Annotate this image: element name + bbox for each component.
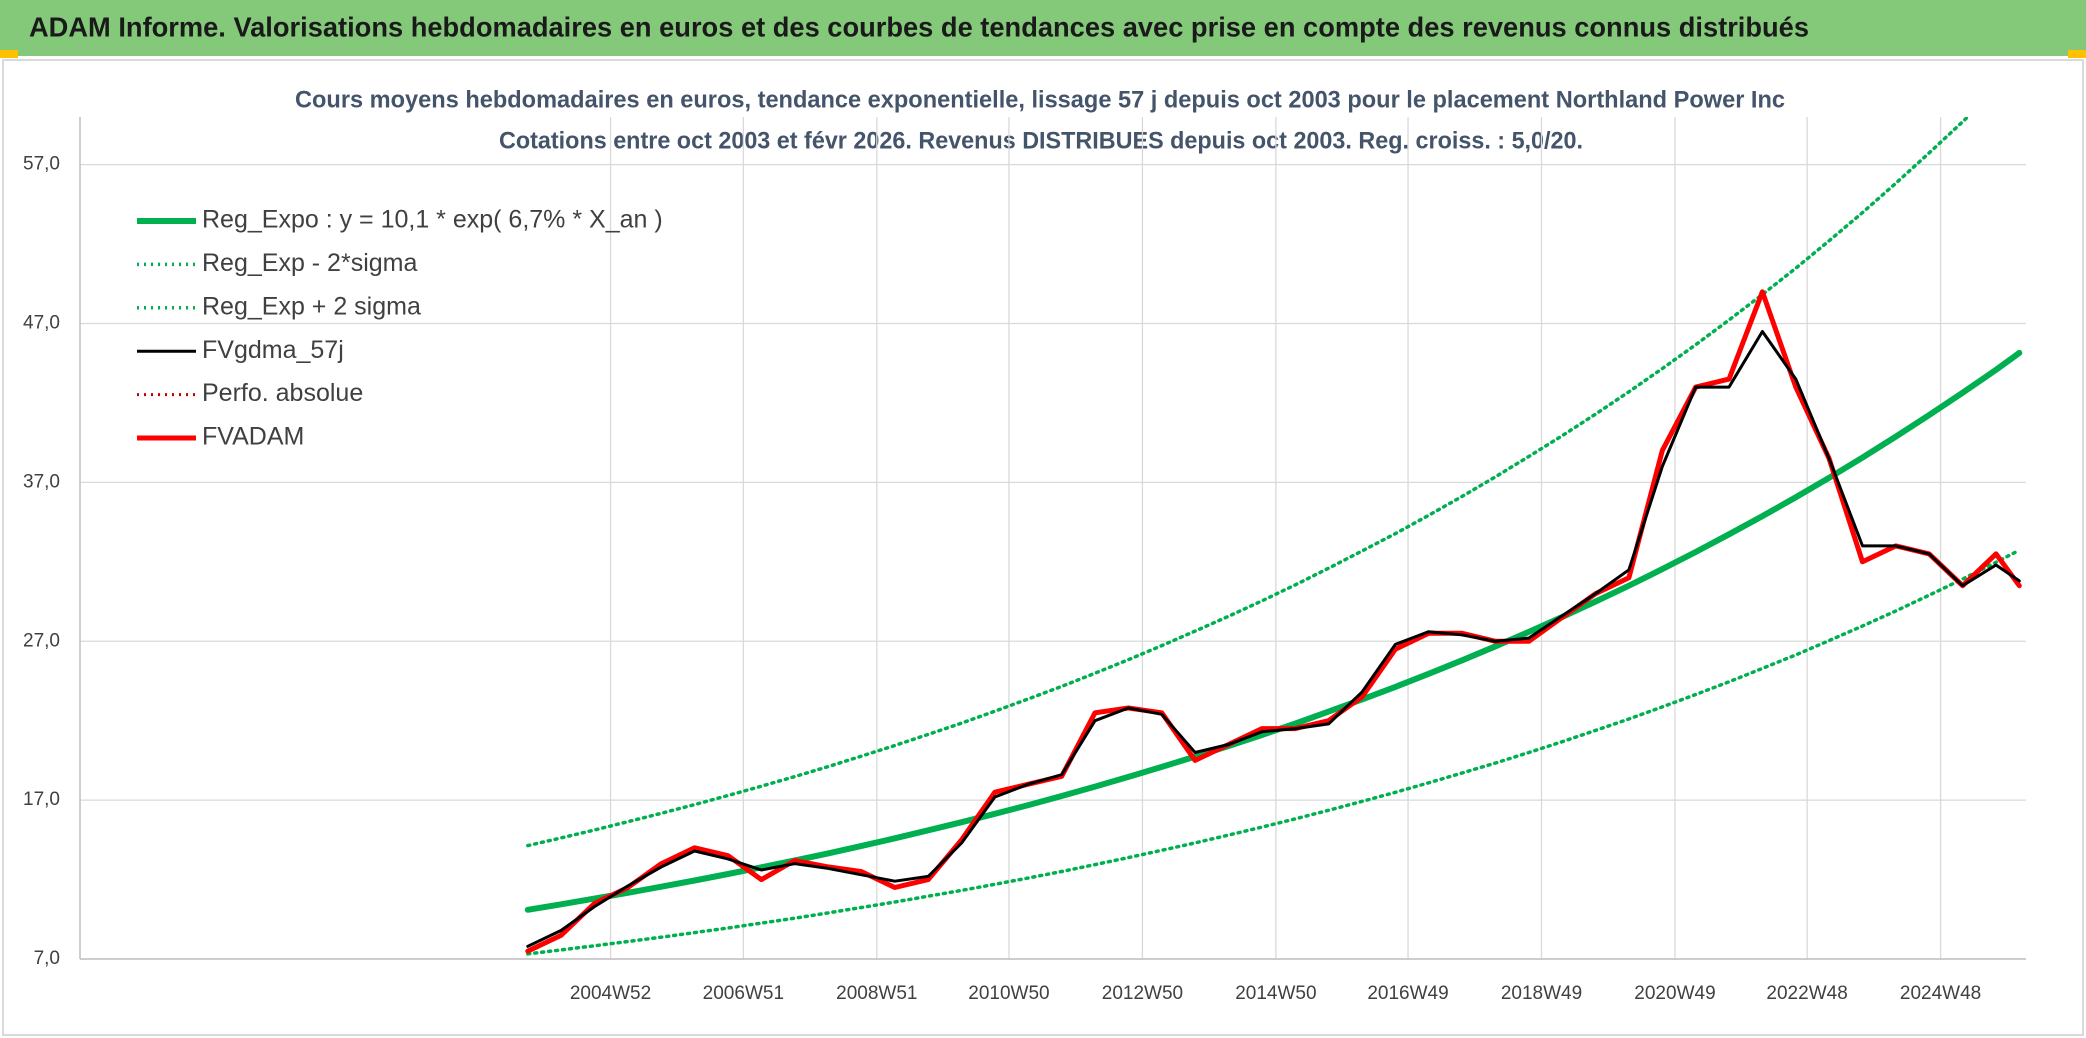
x-tick-label: 2020W49 [1634,983,1715,1004]
series-line [526,330,2021,948]
x-tick-label: 2016W49 [1367,983,1448,1004]
corner-mark [0,50,18,58]
x-tick-label: 2004W52 [570,983,651,1004]
legend-label: Perfo. absolue [202,379,363,407]
chart-title: Cours moyens hebdomadaires en euros, ten… [295,86,1785,113]
x-tick-label: 2008W51 [836,983,917,1004]
legend-label: Reg_Exp - 2*sigma [202,249,417,277]
y-tick-label: 37,0 [23,471,60,492]
x-tick-label: 2006W51 [703,983,784,1004]
legend: Reg_Expo : y = 10,1 * exp( 6,7% * X_an )… [137,206,663,451]
y-tick-label: 57,0 [23,154,60,175]
y-tick-label: 27,0 [23,630,60,651]
x-tick-label: 2018W49 [1501,983,1582,1004]
y-tick-label: 7,0 [34,948,60,969]
x-tick-label: 2012W50 [1102,983,1183,1004]
x-tick-label: 2010W50 [968,983,1049,1004]
x-tick-label: 2022W48 [1766,983,1847,1004]
series-line [525,289,2022,954]
chart-border [2,59,2084,1036]
legend-label: FVgdma_57j [202,336,344,364]
y-tick-label: 17,0 [23,789,60,810]
series-line [526,548,2022,956]
plot-area [524,117,2023,956]
x-tick-label: 2014W50 [1235,983,1316,1004]
legend-label: Reg_Expo : y = 10,1 * exp( 6,7% * X_an ) [202,206,663,234]
series-line [526,117,1971,848]
header-bar [0,0,2086,56]
y-tick-label: 47,0 [23,313,60,334]
legend-label: Reg_Exp + 2 sigma [202,292,421,320]
chart-subtitle: Cotations entre oct 2003 et févr 2026. R… [499,127,1583,154]
legend-label: FVADAM [202,423,304,451]
corner-mark [2068,50,2086,58]
axes: 7,0 17,0 27,0 37,0 47,0 57,0 2004W52 2006W51 200… [23,117,2026,1004]
page-title: ADAM Informe. Valorisations hebdomadaire… [29,11,1809,42]
x-tick-label: 2024W48 [1900,983,1981,1004]
